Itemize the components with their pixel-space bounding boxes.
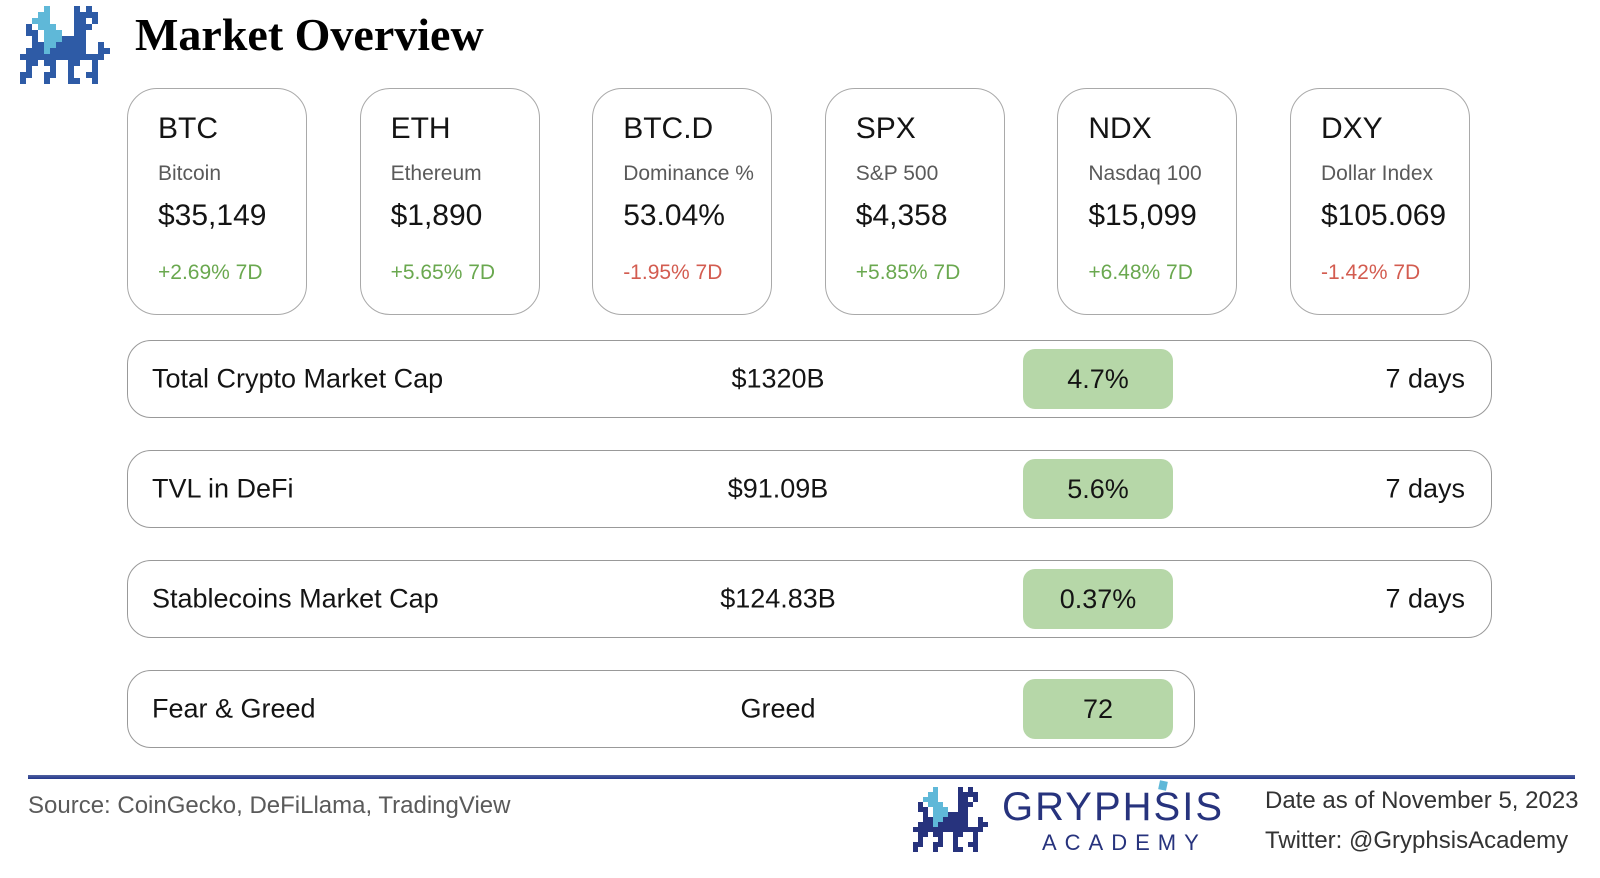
brand-wordmark-text: GRYPHSIS [1002,785,1224,829]
ticker-value: $1,890 [390,199,483,232]
date-text: Date as of November 5, 2023 [1265,787,1579,814]
metric-label: Total Crypto Market Cap [152,363,444,394]
ticker-name: Bitcoin [158,162,222,185]
ticker-value: 53.04% [623,199,725,232]
ticker-cards-row: BTC Bitcoin $35,149 +2.69% 7D ETH Ethere… [127,88,1470,315]
brand-block: GRYPHSIS ACADEMY [1002,780,1224,855]
footer-divider [28,775,1575,779]
ticker-card-btc-dominance: BTC.D Dominance % 53.04% -1.95% 7D [592,88,773,315]
source-text: Source: CoinGecko, DeFiLlama, TradingVie… [28,792,511,819]
ticker-symbol: BTC.D [623,112,714,145]
metric-period: 7 days [1385,363,1465,394]
brand-sub-wordmark: ACADEMY [1042,830,1207,855]
metric-change-badge: 5.6% [1023,459,1173,519]
metric-label: Fear & Greed [152,693,316,724]
ticker-card-dxy: DXY Dollar Index $105.069 -1.42% 7D [1289,88,1470,315]
metric-value: Greed [740,693,816,724]
ticker-symbol: SPX [855,112,916,145]
metric-row-tvl-defi: TVL in DeFi $91.09B 5.6% 7 days [127,450,1492,528]
metric-value: $124.83B [720,583,836,614]
ticker-name: S&P 500 [855,162,939,185]
metric-label: TVL in DeFi [152,473,294,504]
metric-period: 7 days [1385,473,1465,504]
ticker-name: Dominance % [623,162,754,185]
ticker-value: $4,358 [855,199,948,232]
metric-change-badge: 0.37% [1023,569,1173,629]
ticker-name: Ethereum [390,162,482,185]
ticker-value: $105.069 [1320,199,1447,232]
metric-value: $91.09B [727,473,829,504]
ticker-change: +2.69% 7D [158,261,263,284]
ticker-change: +5.65% 7D [390,261,496,284]
ticker-change: -1.95% 7D [623,261,723,284]
ticker-change: -1.42% 7D [1320,261,1421,284]
metric-row-fear-greed: Fear & Greed Greed 72 [127,670,1195,748]
ticker-change: +5.85% 7D [855,261,961,284]
metric-change-badge: 4.7% [1023,349,1173,409]
ticker-card-spx: SPX S&P 500 $4,358 +5.85% 7D [824,88,1005,315]
ticker-card-btc: BTC Bitcoin $35,149 +2.69% 7D [127,88,307,315]
ticker-symbol: NDX [1088,112,1152,145]
metric-period: 7 days [1385,583,1465,614]
dragon-pixel-logo-icon [913,787,993,857]
page-title: Market Overview [135,9,484,60]
dragon-pixel-logo-icon [20,6,116,89]
ticker-card-ndx: NDX Nasdaq 100 $15,099 +6.48% 7D [1057,88,1238,315]
ticker-value: $35,149 [158,199,267,232]
ticker-value: $15,099 [1088,199,1197,232]
metric-value: $1320B [731,363,825,394]
metric-label: Stablecoins Market Cap [152,583,439,614]
metric-row-total-market-cap: Total Crypto Market Cap $1320B 4.7% 7 da… [127,340,1492,418]
ticker-symbol: BTC [158,112,218,145]
brand-wordmark: GRYPHSIS [1002,780,1224,829]
ticker-name: Dollar Index [1320,162,1434,185]
ticker-name: Nasdaq 100 [1088,162,1202,185]
metric-index-badge: 72 [1023,679,1173,739]
metric-row-stablecoins: Stablecoins Market Cap $124.83B 0.37% 7 … [127,560,1492,638]
ticker-card-eth: ETH Ethereum $1,890 +5.65% 7D [359,88,540,315]
twitter-handle-text: Twitter: @GryphsisAcademy [1265,827,1569,854]
ticker-symbol: DXY [1320,112,1383,145]
ticker-symbol: ETH [390,112,451,145]
ticker-change: +6.48% 7D [1088,261,1193,284]
